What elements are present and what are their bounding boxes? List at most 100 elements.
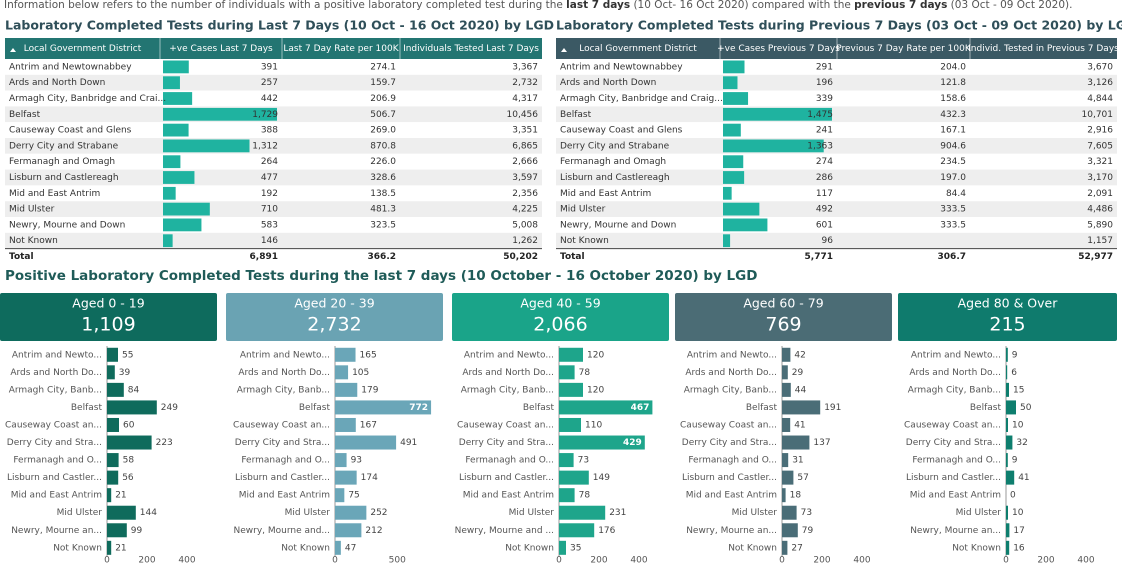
table-header: [5, 38, 542, 59]
x-tick-label: 200: [813, 556, 830, 566]
district-name: Antrim and Newtownabbey: [9, 62, 132, 72]
category-label: Armagh City, Banb...: [461, 385, 554, 395]
value-label: 58: [123, 456, 135, 466]
value-label: 149: [593, 473, 610, 483]
column-header: Previous 7 Day Rate per 100K: [836, 44, 972, 54]
value-label: 84: [128, 385, 140, 395]
category-label: Lisburn and Castler...: [906, 473, 1001, 483]
district-name: Newry, Mourne and Down: [9, 220, 125, 230]
category-label: Derry City and Stra...: [682, 438, 777, 448]
value-label: 31: [792, 456, 803, 466]
data-bar: [163, 123, 189, 137]
bar: [1006, 540, 1010, 555]
district-name: Mid and East Antrim: [9, 189, 100, 199]
district-name: Belfast: [560, 110, 592, 120]
x-tick-label: 200: [1037, 556, 1054, 566]
cell-value: 10,701: [1082, 110, 1114, 120]
column-header: +ve Cases Last 7 Days: [169, 44, 273, 54]
district-name: Armagh City, Banbridge and Crai...: [9, 94, 166, 104]
bar: [559, 540, 566, 555]
value-label: 15: [1013, 385, 1024, 395]
bar: [107, 347, 118, 362]
cell-value: 3,351: [512, 126, 538, 136]
category-label: Lisburn and Castler...: [682, 473, 777, 483]
data-bar: [723, 202, 760, 216]
category-label: Armagh City, Banb...: [9, 385, 102, 395]
card: [675, 293, 892, 341]
info-part: (03 Oct - 09 Oct 2020).: [947, 0, 1072, 11]
bar: [335, 417, 356, 432]
bar: [782, 400, 821, 415]
category-label: Mid and East Antrim: [910, 491, 1001, 501]
cell-value: 192: [261, 189, 278, 199]
category-label: Fermanagh and O...: [688, 456, 777, 466]
table-row: [5, 232, 542, 249]
value-label: 75: [348, 491, 359, 501]
column-header: Local Government District: [24, 44, 142, 54]
category-label: Causeway Coast an...: [457, 420, 554, 430]
x-tick-label: 0: [332, 556, 338, 566]
table-row: [5, 185, 542, 202]
category-label: Mid Ulster: [285, 508, 331, 518]
value-label: 41: [794, 420, 805, 430]
cell-value: 2,916: [1087, 126, 1113, 136]
info-part: last 7 days: [566, 0, 630, 11]
table-row: [5, 59, 542, 75]
value-label: 42: [794, 350, 805, 360]
value-label: 10: [1012, 508, 1024, 518]
card-total: 2,732: [307, 314, 361, 336]
card: [898, 293, 1117, 341]
district-name: Newry, Mourne and Down: [560, 220, 676, 230]
value-label: 165: [360, 350, 377, 360]
bar: [335, 365, 349, 380]
category-label: Armagh City, Banb...: [684, 385, 777, 395]
table-row: [5, 201, 542, 217]
value-label: 105: [352, 368, 369, 378]
section-title: Positive Laboratory Completed Tests duri…: [5, 268, 757, 284]
bar: [1006, 435, 1013, 450]
cell-value: 138.5: [370, 189, 396, 199]
value-label: 21: [115, 543, 126, 553]
value-label: 9: [1012, 350, 1018, 360]
data-bar: [723, 92, 749, 105]
data-bar: [163, 139, 250, 153]
value-label: 78: [579, 368, 591, 378]
category-label: Causeway Coast an...: [680, 420, 777, 430]
bar: [1006, 417, 1008, 432]
table-row: [556, 122, 1117, 138]
category-label: Mid and East Antrim: [686, 491, 777, 501]
value-label: 223: [156, 438, 173, 448]
bar: [335, 540, 341, 555]
value-label: 144: [140, 508, 157, 518]
value-label: 44: [795, 385, 807, 395]
value-label: 0: [1010, 491, 1016, 501]
bar: [559, 435, 645, 450]
cell-value: 442: [261, 94, 278, 104]
cell-value: 2,732: [512, 78, 538, 88]
bar: [107, 523, 127, 538]
bar: [107, 400, 157, 415]
bar: [782, 540, 788, 555]
bar: [335, 488, 345, 503]
bar: [1006, 453, 1008, 468]
data-bar: [163, 76, 180, 90]
table-row: [556, 169, 1117, 186]
value-label: 120: [587, 385, 604, 395]
card-total: 769: [765, 314, 801, 336]
cell-value: 323.5: [370, 220, 396, 230]
bar: [335, 347, 356, 362]
cell-value: 264: [261, 157, 278, 167]
total-cell: Total: [9, 252, 34, 262]
cell-value: 710: [261, 205, 278, 215]
data-bar: [163, 171, 195, 184]
value-label: 35: [570, 543, 581, 553]
data-bar: [163, 155, 181, 169]
cell-value: 2,666: [512, 157, 538, 167]
data-bar: [163, 186, 176, 200]
bar: [335, 453, 347, 468]
cell-value: 10,456: [507, 110, 539, 120]
bar: [559, 453, 574, 468]
bar: [559, 382, 583, 397]
value-label: 79: [802, 526, 814, 536]
category-label: Not Known: [53, 543, 102, 553]
